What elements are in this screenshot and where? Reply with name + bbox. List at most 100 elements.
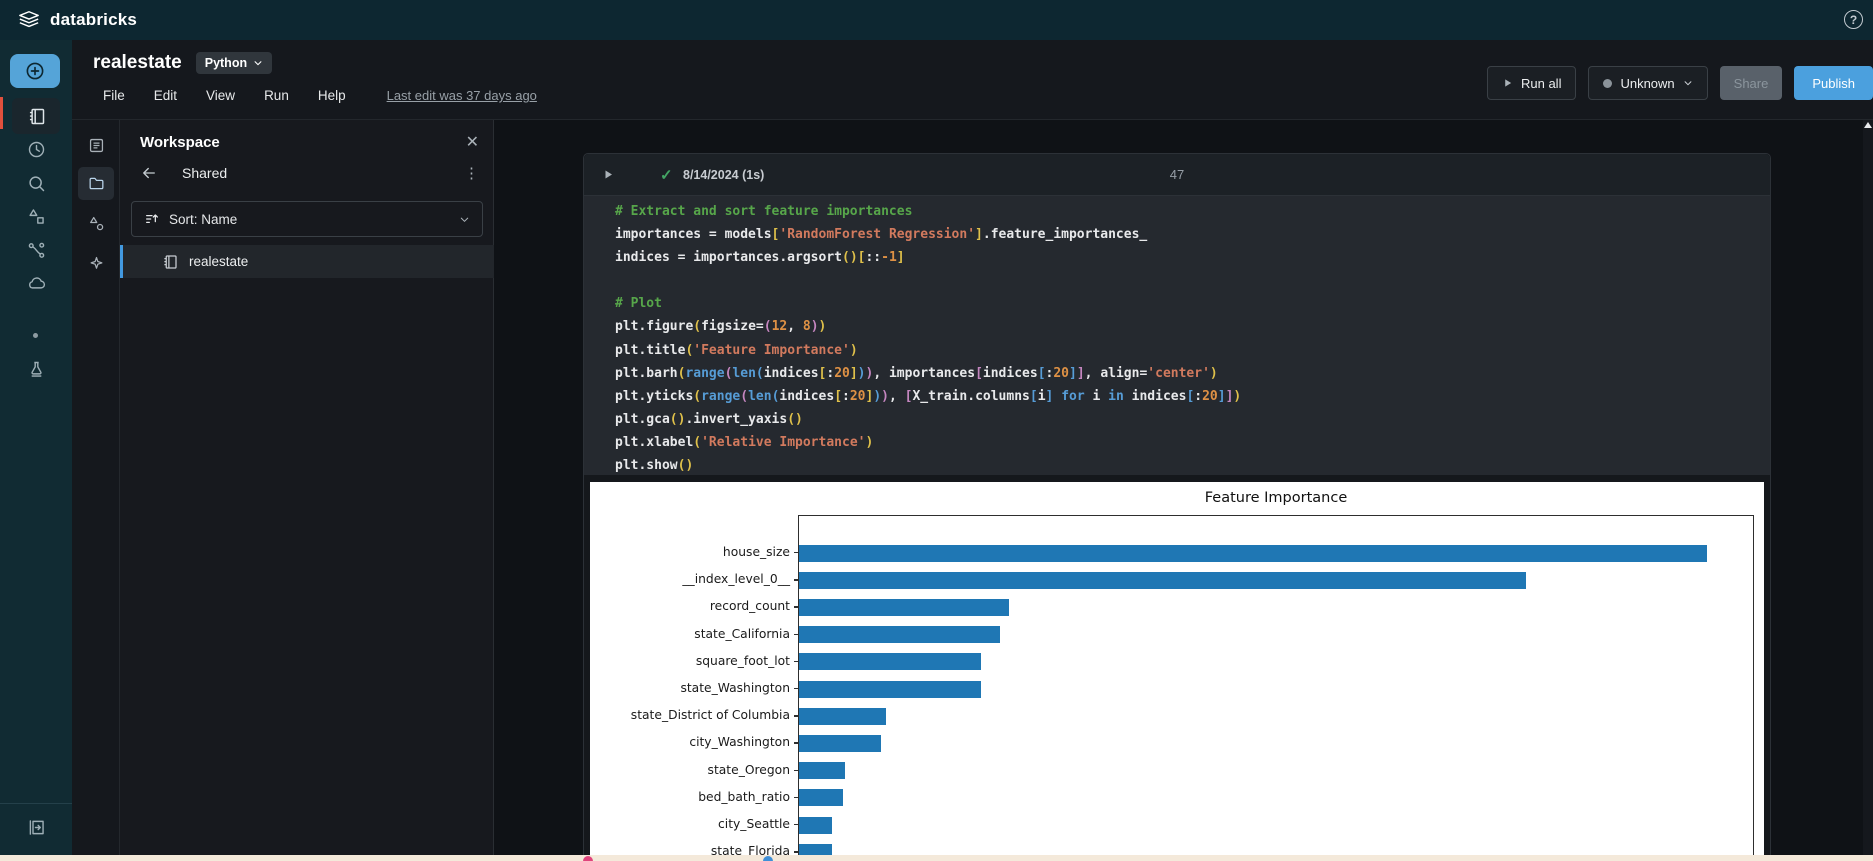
menu-item-view[interactable]: View (206, 88, 235, 103)
share-button[interactable]: Share (1720, 66, 1783, 100)
sidebar-item-recents[interactable] (12, 131, 60, 167)
menu-item-run[interactable]: Run (264, 88, 289, 103)
compute-status-button[interactable]: Unknown (1588, 66, 1707, 100)
chevron-down-icon (253, 58, 263, 68)
bar-city_Washington (799, 735, 881, 752)
sort-dropdown[interactable]: Sort: Name (131, 201, 483, 237)
y-tick-label: state_California (594, 627, 790, 641)
shapes-icon (26, 206, 47, 227)
last-edit-link[interactable]: Last edit was 37 days ago (387, 88, 537, 103)
search-icon (26, 173, 47, 194)
bar-state_Washington (799, 681, 981, 698)
menu-item-help[interactable]: Help (318, 88, 346, 103)
taskbar-pink-icon (583, 856, 593, 861)
code-line: # Plot (615, 292, 1770, 315)
language-selector[interactable]: Python (196, 52, 272, 74)
code-line: importances = models['RandomForest Regre… (615, 223, 1770, 246)
chart-title: Feature Importance (798, 490, 1754, 506)
top-header: databricks ? (0, 0, 1873, 40)
left-sidebar (0, 40, 72, 861)
menu-bar: File Edit View Run Help Last edit was 37 days… (103, 88, 537, 103)
bar-house_size (799, 545, 1707, 562)
y-tick-label: bed_bath_ratio (594, 790, 790, 804)
chart-plot-area (798, 515, 1754, 861)
chevron-down-icon (459, 214, 470, 225)
y-tick-label: state_District of Columbia (594, 708, 790, 722)
breadcrumb: Shared (182, 165, 227, 181)
sidebar-item-workflows[interactable] (12, 232, 60, 268)
sparkle-icon (87, 254, 106, 273)
workspace-browser-button[interactable] (78, 167, 114, 200)
bar-square_foot_lot (799, 653, 981, 670)
code-line: plt.show() (615, 454, 1770, 477)
run-all-button[interactable]: Run all (1487, 66, 1576, 100)
assistant-button[interactable] (78, 247, 114, 280)
folder-icon (87, 174, 106, 193)
sidebar-item-experiments[interactable] (12, 351, 60, 387)
publish-button[interactable]: Publish (1794, 66, 1873, 100)
cloud-icon (26, 273, 47, 294)
bar-city_Seattle (799, 817, 832, 834)
workspace-panel: Workspace ✕ Shared ⋮ Sort: Name realesta… (120, 120, 494, 861)
sidebar-item-catalog[interactable] (12, 198, 60, 234)
notebook-icon (161, 253, 179, 271)
workspace-item-label: realestate (189, 254, 248, 269)
share-label: Share (1734, 76, 1769, 91)
bar-__index_level_0__ (799, 572, 1526, 589)
notebook-cell: ✓ 8/14/2024 (1s) 47 # Extract and sort f… (583, 153, 1771, 861)
code-line: plt.title('Feature Importance') (615, 339, 1770, 362)
y-tick-label: house_size (594, 545, 790, 559)
code-line: # Extract and sort feature importances (615, 200, 1770, 223)
status-dot-icon (1603, 79, 1612, 88)
table-of-contents-button[interactable] (78, 129, 114, 162)
sort-icon (144, 211, 160, 227)
sort-label: Sort: Name (169, 212, 237, 227)
y-tick-label: square_foot_lot (594, 654, 790, 668)
close-icon[interactable]: ✕ (466, 132, 479, 152)
taskbar-blue-icon (763, 856, 773, 861)
flask-icon (26, 359, 47, 380)
y-tick-label: record_count (594, 599, 790, 613)
code-line: plt.gca().invert_yaxis() (615, 408, 1770, 431)
collapse-sidebar-button[interactable] (12, 809, 60, 845)
taskbar-edge (0, 855, 1873, 861)
list-icon (87, 136, 106, 155)
kebab-menu-icon[interactable]: ⋮ (464, 164, 479, 182)
y-tick-label: state_Oregon (594, 763, 790, 777)
clock-icon (26, 139, 47, 160)
sidebar-item-search[interactable] (12, 165, 60, 201)
code-line: plt.xlabel('Relative Importance') (615, 431, 1770, 454)
menu-item-file[interactable]: File (103, 88, 125, 103)
cell-header: ✓ 8/14/2024 (1s) 47 (584, 154, 1770, 196)
dot-indicator-icon (33, 333, 38, 338)
y-tick-label: city_Washington (594, 735, 790, 749)
chevron-down-icon (1683, 78, 1693, 88)
status-label: Unknown (1620, 76, 1674, 91)
schema-browser-button[interactable] (78, 207, 114, 240)
code-line: plt.barh(range(len(indices[:20])), impor… (615, 362, 1770, 385)
sidebar-item-compute[interactable] (12, 265, 60, 301)
notebook-content: ✓ 8/14/2024 (1s) 47 # Extract and sort f… (494, 120, 1873, 861)
bar-state_Oregon (799, 762, 845, 779)
databricks-logo[interactable]: databricks (18, 9, 137, 31)
cell-output-figure: Feature Importance house_size __index_lev… (590, 482, 1764, 861)
help-icon[interactable]: ? (1844, 10, 1863, 29)
schema-shapes-icon (87, 214, 106, 233)
menu-item-edit[interactable]: Edit (154, 88, 177, 103)
workflows-icon (26, 240, 47, 261)
code-line: plt.yticks(range(len(indices[:20])), [X_… (615, 385, 1770, 408)
notification-strip (0, 97, 3, 129)
vertical-scrollbar[interactable] (1863, 120, 1873, 861)
workspace-item-realestate[interactable]: realestate (120, 245, 494, 278)
new-button[interactable] (10, 54, 60, 88)
bar-bed_bath_ratio (799, 789, 843, 806)
y-tick-label: __index_level_0__ (594, 572, 790, 586)
language-label: Python (205, 56, 247, 70)
notebook-title: realestate (93, 52, 182, 74)
bar-state_District of Columbia (799, 708, 886, 725)
sidebar-item-workspace[interactable] (12, 98, 60, 134)
back-arrow-icon[interactable] (140, 164, 158, 182)
collapse-panel-icon (26, 817, 47, 838)
code-editor[interactable]: # Extract and sort feature importancesim… (584, 196, 1770, 475)
cell-execution-count: 47 (584, 167, 1770, 182)
